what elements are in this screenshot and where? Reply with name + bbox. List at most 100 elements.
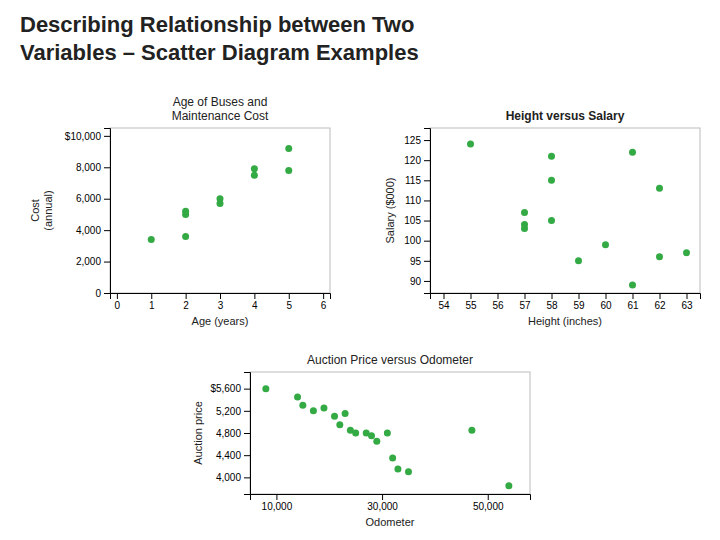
tick-label: 105 [404, 215, 421, 226]
tick-mark [104, 167, 110, 168]
tick-mark [254, 293, 255, 299]
tick-label: 110 [405, 195, 421, 206]
points [467, 141, 690, 289]
tick: 3 [218, 293, 224, 311]
point [521, 225, 528, 232]
point [262, 385, 269, 392]
tick-label: 4,400 [216, 450, 241, 461]
tick: 2,000 [76, 256, 110, 267]
tick: 120 [404, 155, 430, 166]
tick: 115 [405, 175, 430, 186]
tick: 6,000 [76, 193, 110, 204]
tick-mark [424, 261, 430, 262]
text-line: Height (inches) [528, 315, 602, 327]
tick: 62 [654, 293, 666, 311]
point [251, 165, 258, 172]
tick: 4,000 [76, 225, 110, 236]
y-axis-label: Cost(annual) [29, 190, 54, 230]
tick: 56 [492, 293, 504, 311]
tick-label: 54 [438, 300, 450, 311]
tick: $10,000 [65, 131, 110, 142]
tick-mark [382, 494, 383, 500]
tick-label: 2 [183, 300, 189, 311]
tick-label: 2,000 [76, 256, 101, 267]
tick-mark [244, 477, 250, 478]
tick: 105 [404, 215, 430, 226]
tick: 57 [519, 293, 531, 311]
tick-mark [104, 136, 110, 137]
tick-label: 30,000 [367, 501, 398, 512]
tick-label: 63 [681, 300, 693, 311]
tick-label: 50,000 [473, 501, 504, 512]
plot-frame [250, 372, 530, 494]
tick: 95 [410, 256, 430, 267]
point [521, 209, 528, 216]
tick: 63 [681, 293, 693, 311]
tick: 5 [286, 293, 292, 311]
text-line: Height versus Salary [506, 109, 625, 123]
point [602, 241, 609, 248]
tick-mark [424, 221, 430, 222]
point [405, 468, 412, 475]
tick-mark [687, 293, 688, 299]
point [294, 393, 301, 400]
tick-label: 1 [149, 300, 155, 311]
tick-label: 58 [546, 300, 558, 311]
point [285, 145, 292, 152]
tick-label: 55 [465, 300, 477, 311]
subplot: 012345602,0004,0006,0008,000$10,000Age o… [29, 95, 331, 327]
point [389, 454, 396, 461]
tick-label: 8,000 [76, 162, 101, 173]
axis-line [244, 373, 251, 495]
point [656, 253, 663, 260]
axis-line [111, 294, 331, 300]
tick-label: 10,000 [262, 501, 293, 512]
tick-mark [104, 262, 110, 263]
tick-mark [424, 140, 430, 141]
y-axis-label: Auction price [192, 401, 204, 465]
tick-label: 6 [321, 300, 327, 311]
tick-mark [186, 293, 187, 299]
tick: 30,000 [367, 494, 398, 512]
tick-label: 0 [95, 288, 101, 299]
text-line: Odometer [366, 516, 415, 528]
tick-mark [289, 293, 290, 299]
text-line: Auction price [192, 401, 204, 465]
point [548, 217, 555, 224]
tick: 10,000 [262, 494, 293, 512]
point [342, 410, 349, 417]
point [467, 141, 474, 148]
axis-line [251, 495, 531, 501]
x-axis: 54555657585960616263 [431, 293, 701, 311]
point [336, 421, 343, 428]
tick-mark [244, 433, 250, 434]
tick-label: $5,600 [210, 383, 241, 394]
subplot-title: Age of Buses andMaintenance Cost [172, 95, 269, 123]
point [182, 208, 189, 215]
tick-label: 57 [519, 300, 531, 311]
plot-frame [430, 128, 700, 293]
tick-label: 3 [218, 300, 224, 311]
tick-label: 5,200 [216, 406, 241, 417]
tick-mark [104, 230, 110, 231]
subplot: 5455565758596061626390951001051101151201… [384, 109, 701, 327]
tick: 5,200 [216, 406, 250, 417]
text-line: Describing Relationship between Two [20, 12, 414, 37]
tick: 6 [321, 293, 327, 311]
point [373, 438, 380, 445]
point [548, 177, 555, 184]
tick: 90 [410, 276, 430, 287]
points [262, 385, 512, 489]
point [384, 430, 391, 437]
tick-label: 4,800 [216, 428, 241, 439]
tick-label: 4 [252, 300, 258, 311]
text-line: (annual) [42, 190, 54, 230]
tick-mark [525, 293, 526, 299]
x-axis: 0123456 [111, 293, 331, 311]
tick: 58 [546, 293, 558, 311]
tick-mark [579, 293, 580, 299]
point [468, 427, 475, 434]
tick: 54 [438, 293, 450, 311]
tick-mark [424, 281, 430, 282]
text-line: Maintenance Cost [172, 109, 269, 123]
